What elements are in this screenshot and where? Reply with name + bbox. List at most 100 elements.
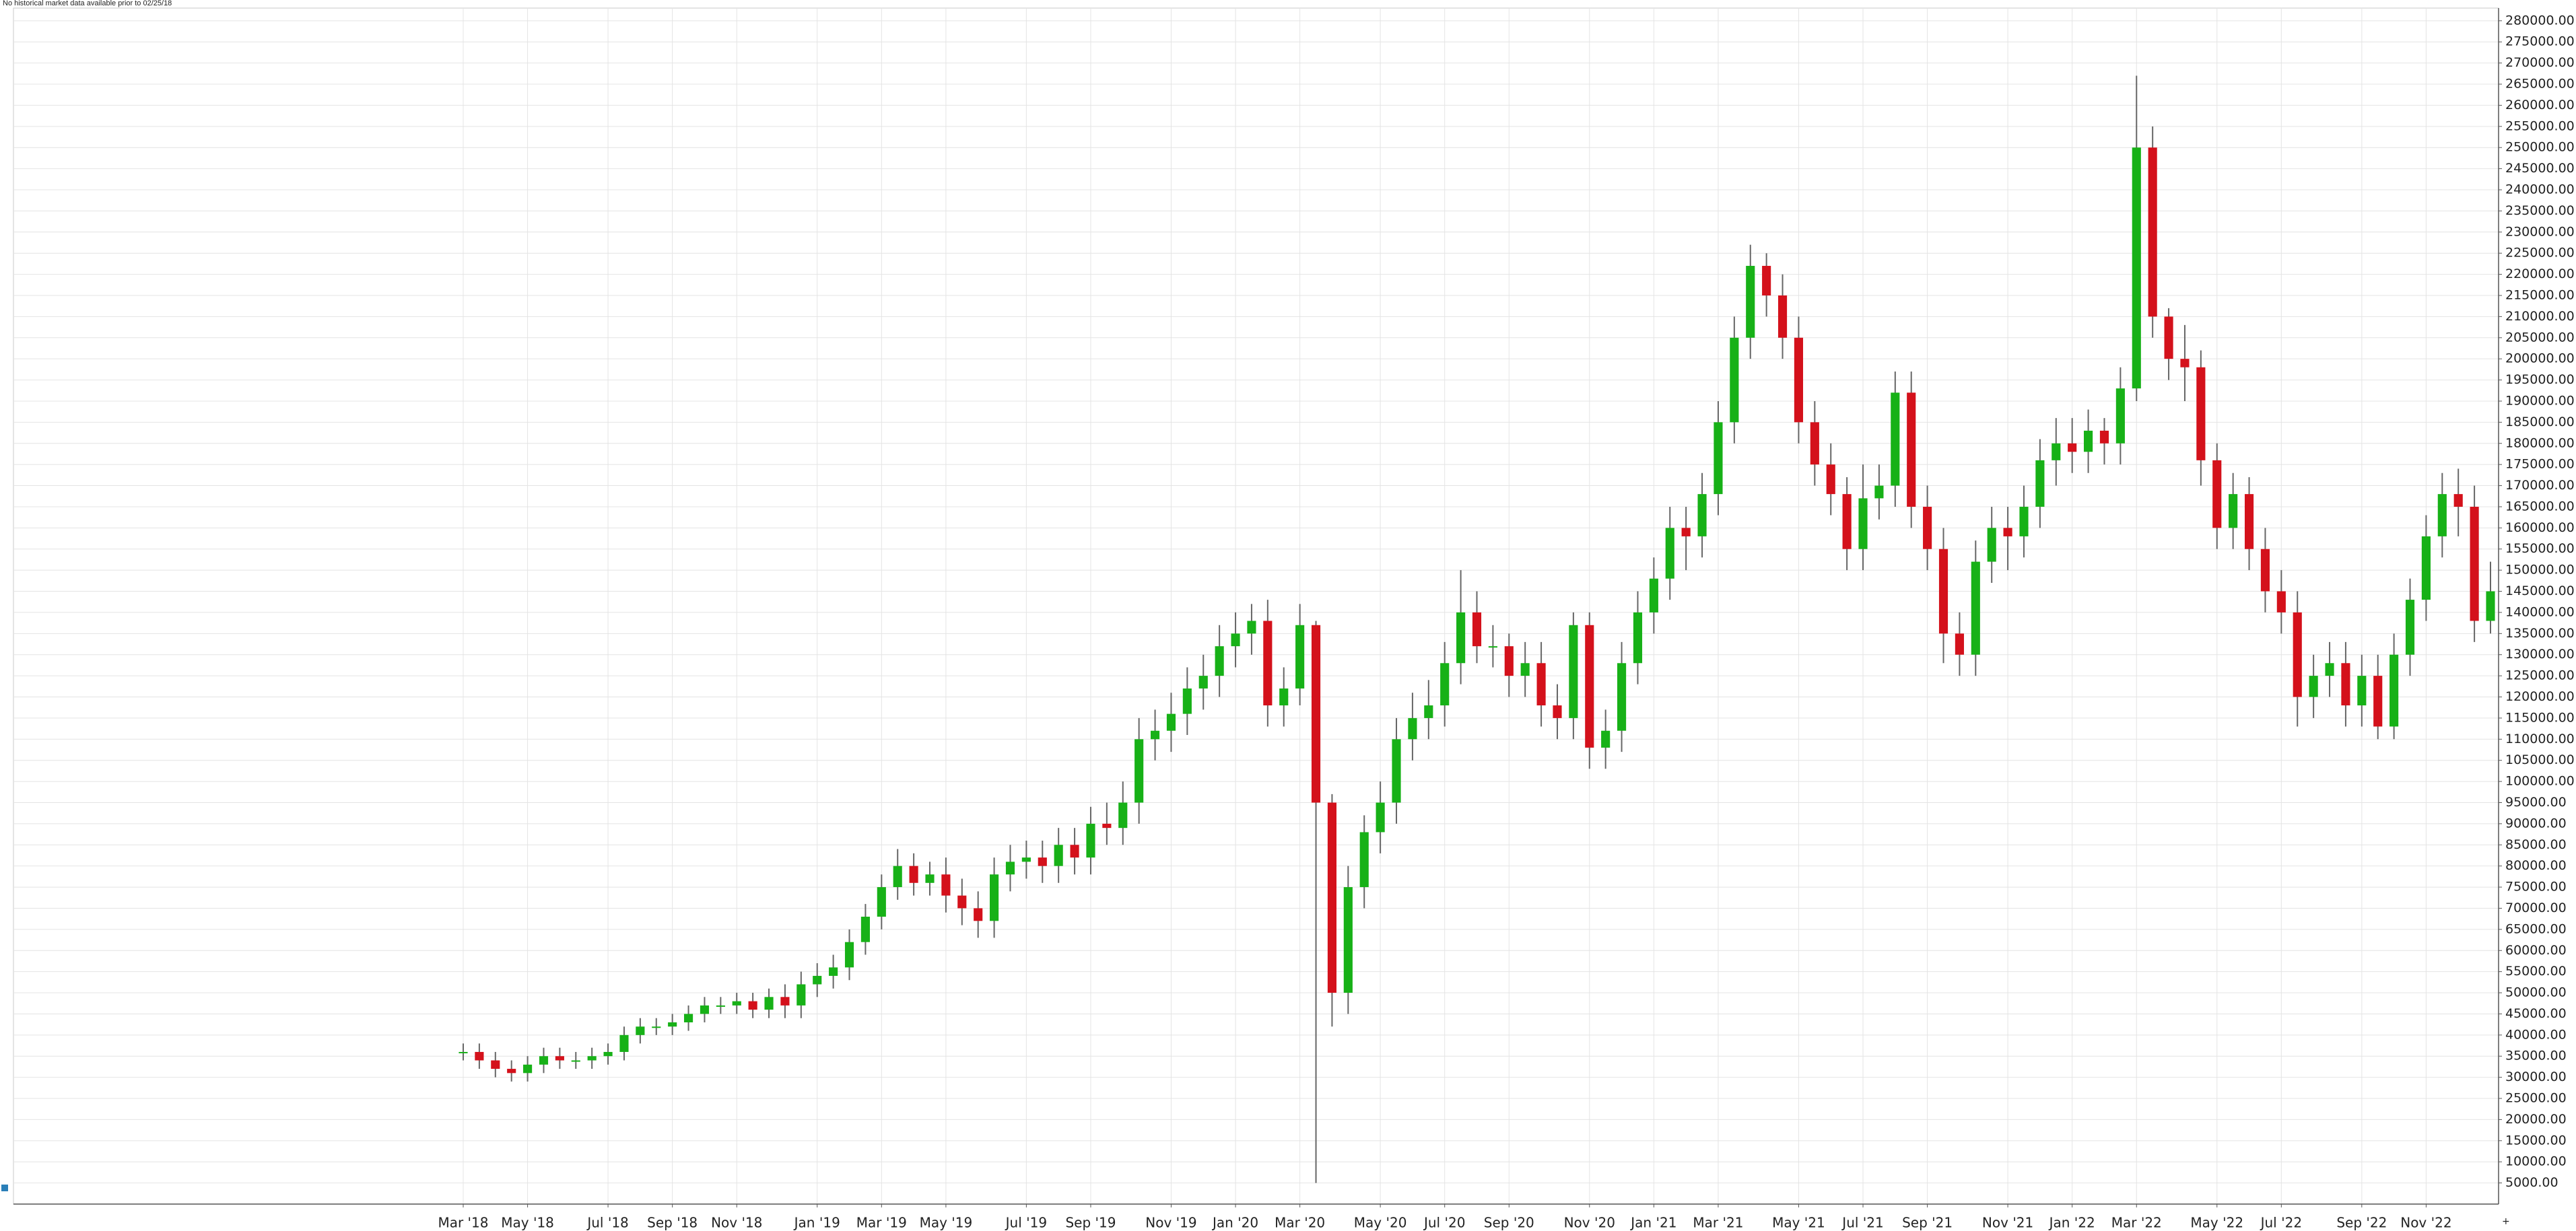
y-tick-label: 15000.00 (2505, 1133, 2567, 1148)
x-tick-label: Mar '21 (1693, 1215, 1743, 1231)
candle-body (1520, 663, 1530, 676)
candle-body (2244, 494, 2254, 549)
candle-body (668, 1022, 677, 1027)
candle-body (1359, 832, 1369, 888)
candle-body (2260, 549, 2270, 592)
y-tick-label: 225000.00 (2505, 246, 2575, 260)
candle-body (1585, 625, 1594, 748)
x-tick-label: Jul '20 (1423, 1215, 1465, 1231)
y-tick-label: 165000.00 (2505, 499, 2575, 514)
x-tick-label: Mar '22 (2111, 1215, 2162, 1231)
y-tick-label: 140000.00 (2505, 604, 2575, 619)
y-tick-label: 200000.00 (2505, 351, 2575, 366)
candle-body (587, 1056, 597, 1061)
x-tick-label: May '20 (1354, 1215, 1407, 1231)
candle-body (748, 1001, 757, 1010)
candle-body (732, 1001, 741, 1006)
candle-body (2180, 359, 2190, 367)
y-tick-label: 195000.00 (2505, 372, 2575, 387)
y-tick-label: 10000.00 (2505, 1154, 2567, 1169)
candle-body (700, 1005, 710, 1014)
y-tick-label: 155000.00 (2505, 541, 2575, 556)
y-tick-label: 130000.00 (2505, 647, 2575, 662)
candle-body (603, 1051, 613, 1057)
candle-body (652, 1026, 661, 1028)
candle-body (683, 1014, 693, 1022)
y-tick-label: 95000.00 (2505, 795, 2567, 810)
candle-body (990, 874, 999, 921)
y-tick-label: 160000.00 (2505, 520, 2575, 535)
candle-body (2325, 663, 2334, 676)
candle-body (2052, 443, 2061, 460)
candle-body (1295, 625, 1305, 689)
candle-body (1424, 705, 1433, 718)
candle-body (2164, 316, 2173, 359)
candle-body (796, 984, 806, 1006)
candle-body (2389, 654, 2399, 727)
candle-body (2486, 591, 2495, 621)
candle-body (974, 908, 983, 921)
candle-body (1472, 612, 1482, 647)
candle-body (1987, 528, 1996, 562)
candle-body (1730, 337, 1739, 423)
panel-icon[interactable] (1, 1185, 8, 1191)
x-tick-label: May '18 (501, 1215, 554, 1231)
candle-body (893, 866, 902, 888)
y-tick-label: 40000.00 (2505, 1027, 2567, 1042)
corner-plus[interactable]: + (2502, 1216, 2510, 1227)
candle-body (1343, 887, 1353, 993)
y-tick-label: 5000.00 (2505, 1175, 2558, 1190)
candle-body (1150, 730, 1160, 740)
candle-body (1536, 663, 1546, 706)
y-tick-label: 245000.00 (2505, 161, 2575, 176)
candle-body (2437, 494, 2447, 536)
candle-body (571, 1060, 580, 1062)
candle-body (813, 975, 822, 985)
x-tick-label: Sep '20 (1484, 1215, 1534, 1231)
y-tick-label: 255000.00 (2505, 118, 2575, 133)
x-tick-label: Mar '20 (1275, 1215, 1325, 1231)
x-tick-label: Jul '21 (1841, 1215, 1883, 1231)
y-tick-label: 205000.00 (2505, 330, 2575, 345)
y-tick-label: 110000.00 (2505, 732, 2575, 746)
candle-body (1601, 730, 1611, 748)
y-tick-label: 55000.00 (2505, 964, 2567, 979)
candle-body (2470, 506, 2479, 621)
y-tick-label: 170000.00 (2505, 478, 2575, 493)
x-tick-label: Jan '20 (1211, 1215, 1258, 1231)
candle-body (1874, 485, 1884, 499)
y-tick-label: 30000.00 (2505, 1069, 2567, 1084)
candle-body (1858, 498, 1868, 549)
candle-body (1440, 663, 1450, 706)
y-tick-label: 25000.00 (2505, 1091, 2567, 1106)
x-tick-label: Mar '18 (438, 1215, 488, 1231)
candle-body (1054, 845, 1063, 866)
y-tick-label: 60000.00 (2505, 943, 2567, 958)
candle-body (2293, 612, 2302, 697)
candle-body (1392, 739, 1401, 803)
candle-body (2309, 676, 2318, 697)
candle-body (1247, 621, 1256, 634)
candle-body (1279, 688, 1289, 706)
candle-body (507, 1069, 516, 1074)
y-tick-label: 275000.00 (2505, 34, 2575, 49)
candle-body (1826, 464, 1835, 495)
candle-body (523, 1064, 533, 1074)
y-tick-label: 145000.00 (2505, 584, 2575, 598)
candle-body (2099, 430, 2109, 444)
candle-body (2196, 367, 2206, 460)
y-tick-label: 35000.00 (2505, 1049, 2567, 1063)
candle-body (1907, 392, 1916, 507)
x-tick-label: May '19 (920, 1215, 973, 1231)
candle-body (764, 997, 774, 1010)
candle-body (555, 1056, 564, 1061)
y-tick-label: 250000.00 (2505, 140, 2575, 155)
candle-body (1810, 422, 1819, 465)
y-tick-label: 65000.00 (2505, 921, 2567, 936)
y-tick-label: 120000.00 (2505, 689, 2575, 704)
x-tick-label: Sep '21 (1902, 1215, 1953, 1231)
candle-body (844, 942, 854, 968)
y-tick-label: 185000.00 (2505, 415, 2575, 429)
y-tick-label: 20000.00 (2505, 1112, 2567, 1127)
candle-body (957, 895, 967, 909)
